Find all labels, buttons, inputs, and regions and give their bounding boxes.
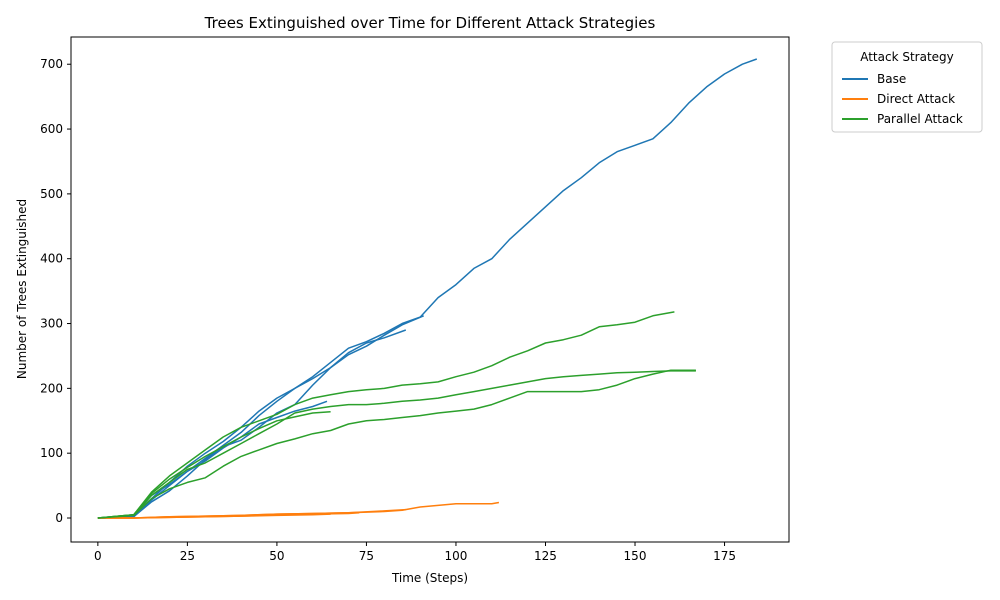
legend-entries: Base Direct Attack Parallel Attack [842,72,963,126]
y-tick-label: 100 [40,446,63,460]
y-axis-label: Number of Trees Extinguished [15,199,29,379]
x-tick-label: 175 [713,549,736,563]
y-tick-label: 400 [40,252,63,266]
series-line-2 [97,315,424,519]
x-tick-label: 25 [180,549,195,563]
x-axis-label: Time (Steps) [391,571,468,585]
legend: Attack Strategy Base Direct Attack Paralle… [831,41,983,133]
chart-title: Trees Extinguished over Time for Differe… [204,14,656,32]
series-line-4 [97,400,328,519]
series-line-9 [97,311,675,519]
y-tick-label: 600 [40,122,63,136]
y-tick-label: 200 [40,381,63,395]
x-tick-label: 75 [359,549,374,563]
x-tick-label: 50 [269,549,284,563]
series-line-11 [97,369,696,519]
y-tick-label: 0 [55,511,63,525]
x-tick-label: 100 [445,549,468,563]
y-tick-label: 300 [40,317,63,331]
series-line-1 [97,58,758,519]
series-line-12 [97,410,331,519]
series-line-8 [97,513,331,519]
x-tick-label: 0 [94,549,102,563]
y-axis: 0 100 200 300 400 500 600 700 [40,57,71,525]
legend-label: Base [877,72,906,86]
y-tick-label: 500 [40,187,63,201]
x-tick-label: 125 [534,549,557,563]
legend-label: Parallel Attack [877,112,963,126]
x-tick-label: 150 [624,549,647,563]
series-layer [97,58,758,519]
series-line-10 [97,370,696,519]
x-axis: 0 25 50 75 100 125 150 175 [94,542,736,563]
plot-frame [70,36,790,543]
legend-title: Attack Strategy [860,50,954,64]
legend-box [831,41,983,133]
y-tick-label: 700 [40,57,63,71]
series-line-3 [97,329,407,519]
legend-label: Direct Attack [877,92,955,106]
